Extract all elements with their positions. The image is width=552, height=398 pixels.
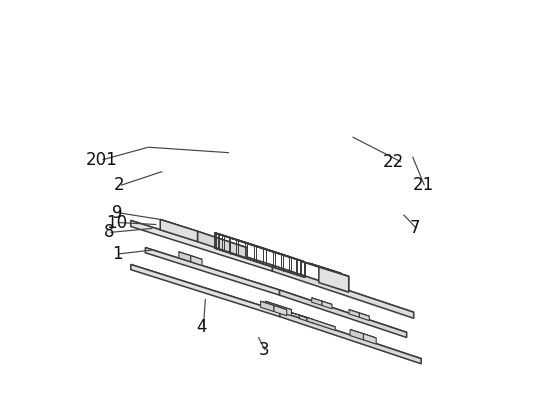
Polygon shape [160,219,198,242]
Polygon shape [131,264,280,317]
Text: 8: 8 [104,223,114,241]
Text: 2: 2 [114,176,124,194]
Text: 7: 7 [410,219,421,238]
Text: 21: 21 [412,176,434,194]
Polygon shape [179,252,202,259]
Polygon shape [302,261,349,277]
Polygon shape [131,264,421,359]
Polygon shape [299,315,314,320]
Polygon shape [131,220,273,271]
Text: 22: 22 [383,153,405,171]
Polygon shape [280,312,421,364]
Polygon shape [274,306,286,316]
Polygon shape [191,256,202,265]
Polygon shape [322,301,332,309]
Polygon shape [261,301,274,312]
Polygon shape [215,232,305,262]
Polygon shape [160,219,247,248]
Text: 10: 10 [107,214,128,232]
Polygon shape [312,298,322,306]
Polygon shape [312,298,332,304]
Polygon shape [243,242,276,253]
Polygon shape [273,265,414,318]
Polygon shape [349,310,369,316]
Polygon shape [350,330,376,338]
Polygon shape [292,313,335,327]
Polygon shape [332,271,349,292]
Text: 9: 9 [112,204,123,222]
Text: 1: 1 [112,245,123,263]
Polygon shape [131,220,414,312]
Text: 3: 3 [259,341,269,359]
Polygon shape [261,301,286,310]
Polygon shape [179,252,191,262]
Polygon shape [198,231,247,258]
Polygon shape [215,248,305,277]
Polygon shape [307,318,335,330]
Polygon shape [266,301,291,310]
Polygon shape [279,306,291,316]
Text: 4: 4 [196,318,206,336]
Polygon shape [349,310,359,317]
Polygon shape [279,290,407,338]
Polygon shape [319,267,349,292]
Polygon shape [145,248,279,295]
Polygon shape [307,318,314,323]
Polygon shape [359,313,369,320]
Polygon shape [299,315,307,321]
Polygon shape [266,301,279,312]
Polygon shape [350,330,363,340]
Polygon shape [309,263,341,273]
Text: 201: 201 [86,151,117,169]
Polygon shape [145,248,407,332]
Polygon shape [363,334,376,344]
